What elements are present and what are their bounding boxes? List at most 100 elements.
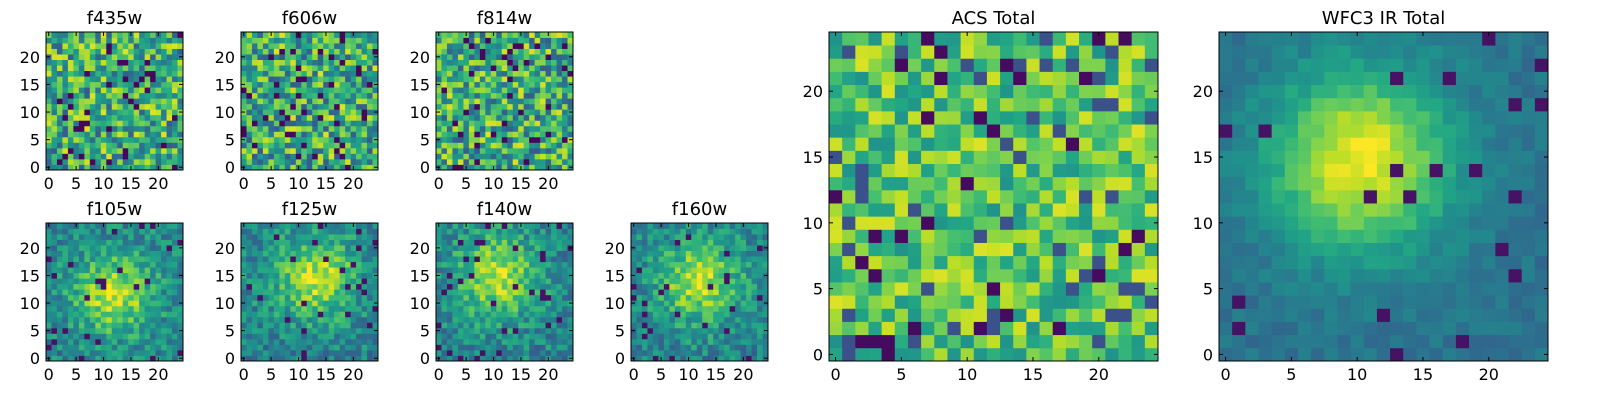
heatmap-cell: [155, 131, 162, 138]
heatmap-cell: [669, 300, 676, 307]
heatmap-cell: [463, 109, 470, 116]
heatmap-cell: [100, 294, 107, 301]
heatmap-cell: [177, 43, 184, 49]
heatmap-cell: [729, 283, 736, 290]
heatmap-cell: [718, 344, 725, 351]
heatmap-cell: [273, 136, 280, 143]
heatmap-cell: [652, 322, 659, 329]
heatmap-cell: [139, 48, 146, 55]
heatmap-cell: [361, 37, 368, 44]
heatmap-cell: [301, 283, 308, 290]
heatmap-cell: [62, 228, 69, 235]
heatmap-cell: [567, 59, 574, 66]
heatmap-cell: [545, 245, 552, 251]
heatmap-cell: [122, 59, 129, 66]
heatmap-cell: [111, 289, 118, 296]
heatmap-cell: [463, 322, 470, 329]
heatmap-cell: [328, 164, 335, 171]
heatmap-cell: [295, 228, 302, 235]
heatmap-cells: [241, 32, 379, 171]
heatmap-cell: [762, 239, 769, 246]
heatmap-cell: [562, 223, 568, 229]
heatmap-cell: [301, 294, 308, 301]
heatmap-cell: [490, 267, 497, 274]
heatmap-cell: [51, 81, 58, 88]
heatmap-cell: [246, 294, 253, 301]
heatmap-cell: [295, 92, 302, 99]
heatmap-cell: [691, 311, 698, 318]
heatmap-cell: [729, 333, 736, 340]
heatmap-cell: [155, 37, 162, 44]
heatmap-cells: [46, 223, 184, 362]
heatmap-cell: [172, 223, 178, 229]
heatmap-cell: [345, 32, 351, 38]
heatmap-cell: [713, 283, 720, 290]
heatmap-cell: [463, 48, 470, 55]
heatmap-cell: [150, 344, 156, 351]
heatmap-cell: [273, 283, 280, 290]
heatmap-cell: [934, 189, 948, 204]
heatmap-cell: [1052, 203, 1067, 217]
heatmap-cell: [518, 70, 525, 77]
heatmap-cell: [367, 87, 373, 94]
heatmap-cell: [479, 136, 486, 143]
heatmap-cell: [501, 120, 508, 127]
heatmap-cell: [479, 228, 486, 235]
heatmap-cell: [334, 355, 341, 362]
heatmap-cell: [334, 43, 341, 49]
heatmap-cell: [56, 136, 63, 143]
heatmap-cell: [262, 250, 269, 257]
heatmap-cell: [724, 322, 731, 329]
heatmap-cell: [268, 316, 275, 323]
heatmap-cell: [713, 311, 720, 318]
heatmap-cell: [669, 228, 676, 235]
heatmap-cell: [921, 334, 935, 349]
heatmap-cell: [73, 54, 80, 60]
heatmap-cell: [446, 98, 453, 105]
heatmap-cell: [67, 37, 74, 44]
heatmap-cell: [436, 250, 442, 257]
heatmap-cell: [177, 261, 184, 268]
heatmap-cell: [518, 228, 525, 235]
heatmap-cell: [446, 48, 453, 55]
x-tick-label: 5: [461, 174, 471, 193]
heatmap-cell: [323, 338, 330, 345]
heatmap-cell: [317, 344, 324, 351]
heatmap-cell: [518, 136, 525, 143]
heatmap-cell: [284, 54, 291, 60]
heatmap-cell: [133, 338, 140, 345]
heatmap-cell: [729, 261, 736, 268]
heatmap-cell: [155, 54, 162, 60]
heatmap-cell: [947, 189, 961, 204]
heatmap-cell: [446, 103, 453, 110]
heatmap-cell: [1052, 229, 1067, 243]
heatmap-cell: [155, 311, 162, 318]
heatmap-cell: [718, 305, 725, 312]
heatmap-cell: [367, 228, 373, 235]
heatmap-cell: [446, 300, 453, 307]
heatmap-cell: [1013, 255, 1027, 270]
heatmap-cell: [540, 289, 546, 296]
heatmap-cell: [496, 136, 503, 143]
heatmap-cell: [468, 278, 475, 285]
heatmap-cell: [62, 114, 69, 121]
heatmap-cell: [757, 283, 763, 290]
heatmap-cell: [446, 234, 453, 240]
heatmap-cell: [345, 92, 351, 99]
heatmap-cell: [284, 272, 291, 279]
heatmap-cell: [95, 256, 102, 263]
heatmap-cell: [868, 216, 883, 230]
heatmap-cell: [339, 228, 346, 235]
heatmap-cell: [947, 242, 961, 257]
heatmap-cell: [973, 295, 988, 309]
heatmap-cell: [446, 109, 453, 116]
heatmap-cell: [361, 305, 368, 312]
heatmap-cell: [257, 37, 264, 44]
heatmap-cell: [735, 344, 741, 351]
heatmap-cell: [150, 32, 156, 38]
heatmap-cell: [155, 250, 162, 257]
heatmap-cell: [1079, 268, 1093, 283]
heatmap-cell: [139, 81, 146, 88]
heatmap-cell: [257, 120, 264, 127]
heatmap-cell: [339, 316, 346, 323]
